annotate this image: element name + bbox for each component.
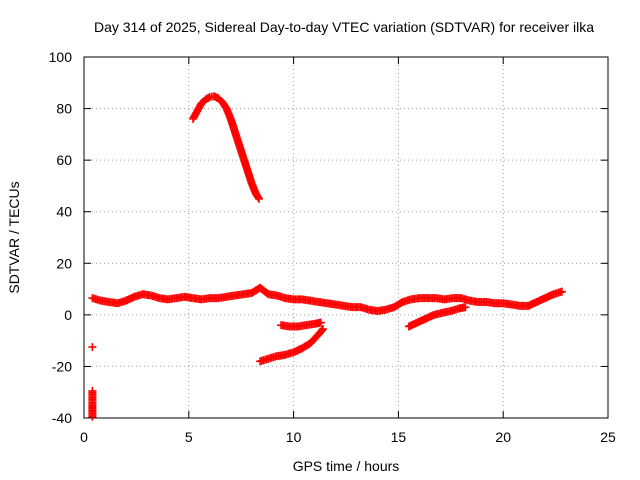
y-tick-label: 100 — [49, 49, 73, 65]
tick-labels: 0 5 10 15 20 25 -40 -20 0 20 40 60 80 100 — [49, 49, 616, 445]
series-5 — [88, 343, 97, 421]
data-point — [88, 412, 97, 421]
x-tick-label: 20 — [495, 429, 511, 445]
data-points — [88, 92, 566, 421]
data-point — [557, 287, 566, 296]
data-point — [204, 93, 213, 102]
data-point — [316, 318, 325, 327]
chart-title: Day 314 of 2025, Sidereal Day-to-day VTE… — [94, 19, 594, 35]
x-tick-label: 5 — [185, 429, 193, 445]
data-point — [318, 325, 327, 334]
series-1 — [188, 92, 264, 203]
y-tick-label: 0 — [64, 307, 72, 323]
data-point — [255, 194, 264, 203]
series-2 — [256, 325, 327, 366]
y-axis-label: SDTVAR / TECUs — [6, 181, 22, 293]
y-tick-label: -40 — [52, 410, 72, 426]
series-0 — [88, 283, 566, 315]
y-tick-label: 20 — [56, 255, 72, 271]
plot-frame — [83, 56, 609, 419]
x-axis-label: GPS time / hours — [293, 458, 400, 474]
y-tick-label: -20 — [52, 358, 72, 374]
data-point — [461, 303, 470, 312]
x-tick-label: 25 — [600, 429, 616, 445]
grid — [84, 57, 608, 418]
y-tick-label: 80 — [56, 101, 72, 117]
axis-ticks — [83, 56, 609, 419]
x-tick-label: 10 — [286, 429, 302, 445]
y-tick-label: 40 — [56, 204, 72, 220]
x-tick-label: 0 — [80, 429, 88, 445]
y-tick-label: 60 — [56, 152, 72, 168]
series-4 — [404, 303, 470, 331]
data-point — [88, 343, 97, 352]
x-tick-label: 15 — [391, 429, 407, 445]
series-3 — [277, 318, 325, 331]
data-point — [317, 326, 326, 335]
